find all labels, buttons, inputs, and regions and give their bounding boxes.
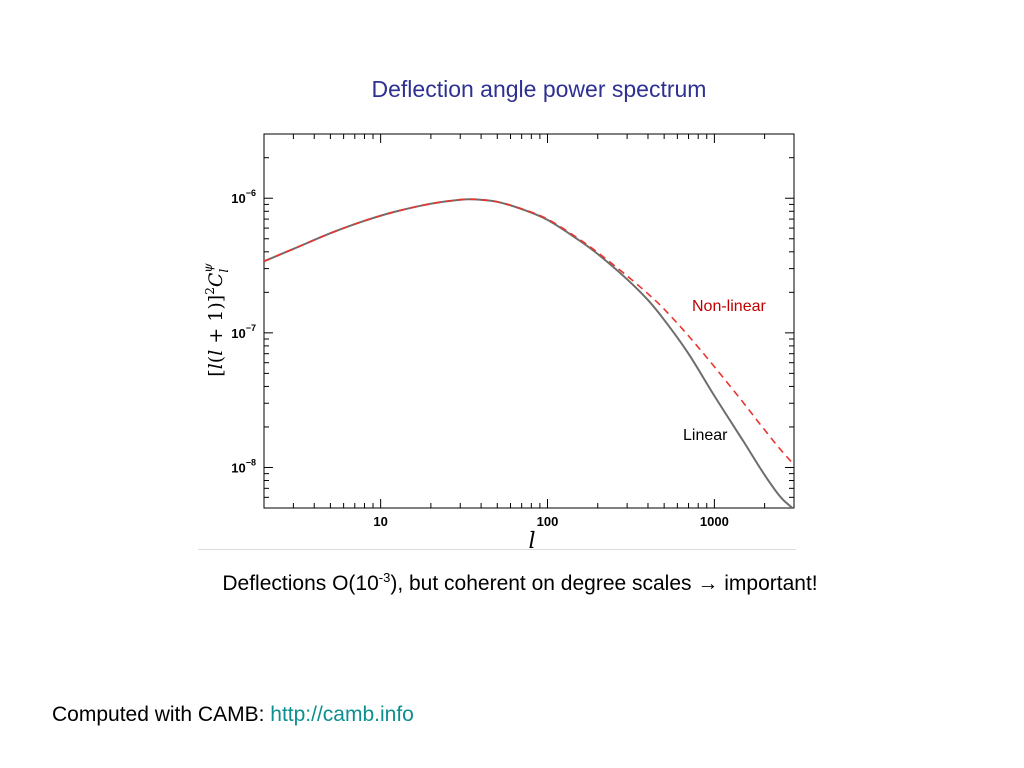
nonlinear-annotation: Non-linear [692, 298, 766, 315]
caption: Deflections O(10-3), but coherent on deg… [0, 570, 1024, 596]
caption-exponent: -3 [378, 570, 391, 585]
axis-ticks [263, 133, 795, 509]
y-tick-label: 10−7 [231, 323, 256, 341]
right-arrow-icon: → [697, 572, 719, 595]
footer: Computed with CAMB: http://camb.info [52, 703, 414, 727]
x-axis-label: l [528, 529, 535, 554]
caption-text-start: Deflections O(10 [222, 572, 379, 595]
camb-link[interactable]: http://camb.info [270, 703, 414, 726]
x-tick-label: 1000 [700, 514, 729, 529]
svg-text:[l(l + 1)]2Clψ: [l(l + 1)]2Clψ [201, 263, 231, 377]
x-tick-label: 100 [537, 514, 559, 529]
plot-frame [263, 133, 795, 509]
deflection-power-spectrum-chart: 10 100 1000 10−6 10−7 10−8 l [l(l + 1)]2Clψ N… [201, 133, 795, 554]
caption-text-end: important! [724, 572, 818, 595]
divider-line [198, 549, 796, 550]
y-axis-label: [l(l + 1)]2Clψ [201, 263, 231, 377]
y-tick-label: 10−8 [231, 457, 256, 475]
slide-title: Deflection angle power spectrum [371, 76, 707, 102]
x-tick-label: 10 [373, 514, 387, 529]
linear-annotation: Linear [683, 427, 728, 444]
axis-tick-labels: 10 100 1000 10−6 10−7 10−8 [231, 188, 729, 529]
linear-series-line [264, 198, 794, 508]
series-layer [264, 198, 794, 508]
y-tick-label: 10−6 [231, 188, 256, 206]
nonlinear-series-line [264, 198, 794, 466]
caption-text-middle: ), but coherent on degree scales [390, 572, 692, 595]
footer-prefix: Computed with CAMB: [52, 703, 265, 726]
